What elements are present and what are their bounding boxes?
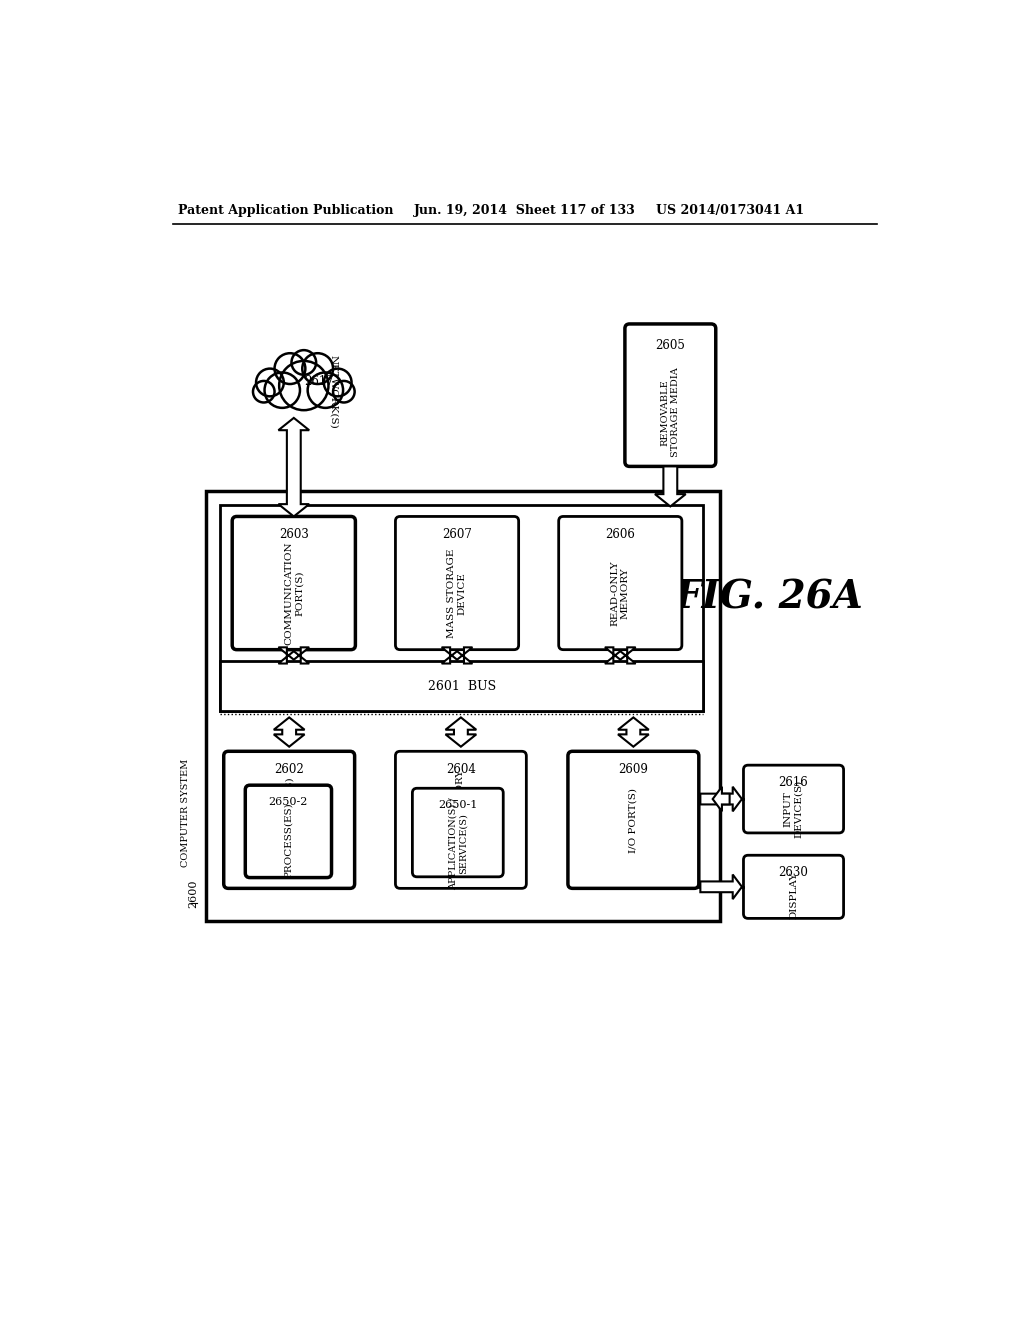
Circle shape bbox=[256, 368, 284, 396]
Text: Jun. 19, 2014  Sheet 117 of 133: Jun. 19, 2014 Sheet 117 of 133 bbox=[414, 205, 636, 218]
Polygon shape bbox=[273, 718, 304, 747]
Circle shape bbox=[274, 354, 305, 384]
Bar bbox=[220, 661, 703, 711]
Circle shape bbox=[292, 350, 316, 375]
Text: FIG. 26A: FIG. 26A bbox=[675, 578, 864, 616]
Text: PROCESSOR(S): PROCESSOR(S) bbox=[285, 776, 294, 862]
Text: READ-ONLY
MEMORY: READ-ONLY MEMORY bbox=[610, 561, 630, 626]
Polygon shape bbox=[279, 418, 309, 516]
Text: REMOVABLE
STORAGE MEDIA: REMOVABLE STORAGE MEDIA bbox=[660, 368, 680, 457]
Text: DISPLAY: DISPLAY bbox=[790, 871, 798, 919]
FancyBboxPatch shape bbox=[223, 751, 354, 888]
Text: COMMUNICATION
PORT(S): COMMUNICATION PORT(S) bbox=[284, 541, 303, 645]
Text: 2630: 2630 bbox=[778, 866, 809, 879]
FancyBboxPatch shape bbox=[743, 855, 844, 919]
Circle shape bbox=[280, 360, 329, 411]
Circle shape bbox=[253, 381, 274, 403]
Polygon shape bbox=[700, 874, 742, 899]
Polygon shape bbox=[713, 787, 730, 812]
Text: US 2014/0173041 A1: US 2014/0173041 A1 bbox=[656, 205, 805, 218]
Text: NETWORK(S): NETWORK(S) bbox=[329, 355, 338, 429]
Text: 2650-1: 2650-1 bbox=[438, 800, 477, 810]
Text: 2604: 2604 bbox=[446, 763, 476, 776]
Polygon shape bbox=[441, 647, 472, 664]
Text: INPUT
DEVICE(S): INPUT DEVICE(S) bbox=[783, 780, 803, 838]
Text: 2606: 2606 bbox=[605, 528, 635, 541]
Polygon shape bbox=[617, 718, 649, 747]
Polygon shape bbox=[700, 787, 742, 812]
Text: COMPUTER SYSTEM: COMPUTER SYSTEM bbox=[181, 759, 190, 867]
FancyBboxPatch shape bbox=[743, 766, 844, 833]
Text: 2616: 2616 bbox=[778, 776, 808, 788]
Bar bbox=[206, 491, 720, 921]
Text: 2609: 2609 bbox=[618, 763, 648, 776]
FancyBboxPatch shape bbox=[413, 788, 503, 876]
Circle shape bbox=[307, 372, 343, 408]
Polygon shape bbox=[605, 647, 636, 664]
FancyBboxPatch shape bbox=[568, 751, 698, 888]
Text: 2603: 2603 bbox=[279, 528, 309, 541]
Text: MAIN MEMORY: MAIN MEMORY bbox=[457, 770, 465, 857]
Text: 2617: 2617 bbox=[304, 375, 334, 388]
FancyBboxPatch shape bbox=[559, 516, 682, 649]
Text: 2650-2: 2650-2 bbox=[268, 797, 308, 807]
Circle shape bbox=[264, 372, 300, 408]
Circle shape bbox=[302, 354, 333, 384]
Circle shape bbox=[333, 381, 354, 403]
Text: PROCESS(ES): PROCESS(ES) bbox=[284, 803, 293, 879]
Text: 2600: 2600 bbox=[188, 879, 199, 908]
FancyBboxPatch shape bbox=[395, 751, 526, 888]
Polygon shape bbox=[279, 647, 309, 664]
Text: I/O PORT(S): I/O PORT(S) bbox=[629, 788, 638, 853]
Text: MASS STORAGE
DEVICE: MASS STORAGE DEVICE bbox=[447, 549, 467, 638]
FancyBboxPatch shape bbox=[395, 516, 518, 649]
FancyBboxPatch shape bbox=[625, 323, 716, 466]
Text: Patent Application Publication: Patent Application Publication bbox=[178, 205, 394, 218]
Text: 2607: 2607 bbox=[442, 528, 472, 541]
Text: 2605: 2605 bbox=[655, 339, 685, 352]
Text: APPLICATION(S) /
SERVICE(S): APPLICATION(S) / SERVICE(S) bbox=[449, 797, 468, 890]
FancyBboxPatch shape bbox=[232, 516, 355, 649]
Bar bbox=[220, 506, 703, 711]
Polygon shape bbox=[445, 718, 476, 747]
Text: 2601  BUS: 2601 BUS bbox=[428, 680, 496, 693]
Circle shape bbox=[324, 368, 351, 396]
Polygon shape bbox=[655, 466, 686, 507]
Text: 2602: 2602 bbox=[274, 763, 304, 776]
FancyBboxPatch shape bbox=[246, 785, 332, 878]
